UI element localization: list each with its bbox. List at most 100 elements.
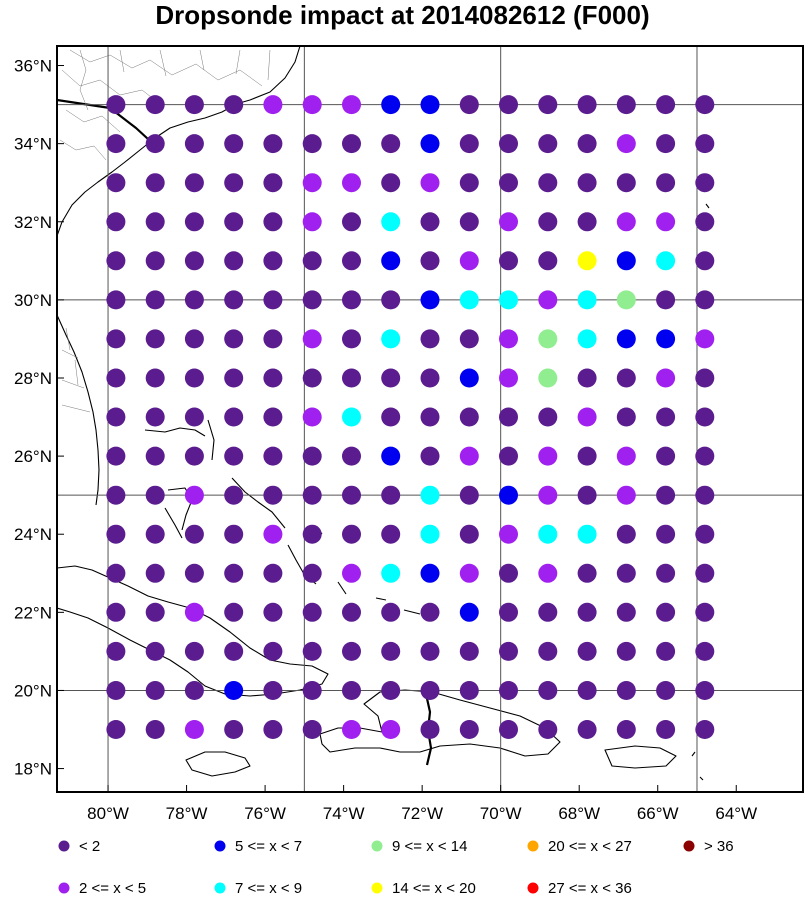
dropsonde-point [577, 134, 597, 154]
dropsonde-point [616, 563, 636, 583]
dropsonde-point [302, 720, 322, 739]
dropsonde-point [499, 407, 518, 427]
dropsonde-point [616, 134, 636, 154]
dropsonde-point [420, 524, 440, 544]
dropsonde-point [106, 485, 126, 505]
dropsonde-point [538, 134, 558, 154]
dropsonde-point [656, 602, 676, 622]
lat-tick-label: 34°N [14, 135, 52, 154]
dropsonde-point [695, 290, 715, 310]
dropsonde-point [381, 524, 401, 544]
dropsonde-point [538, 407, 558, 427]
dropsonde-point [106, 290, 126, 310]
legend-label: > 36 [704, 838, 734, 855]
legend-swatch [527, 840, 539, 852]
dropsonde-point [224, 485, 244, 505]
dropsonde-point [342, 524, 361, 544]
dropsonde-point [420, 446, 440, 466]
legend-swatch [214, 882, 226, 894]
dropsonde-point [656, 95, 676, 115]
dropsonde-point [342, 368, 361, 388]
dropsonde-point [381, 720, 401, 739]
dropsonde-point [106, 407, 126, 427]
dropsonde-point [616, 681, 636, 700]
dropsonde-point [577, 251, 597, 271]
dropsonde-point [145, 368, 165, 388]
legend-swatch [683, 840, 695, 852]
cuba-coastline [57, 565, 329, 697]
dropsonde-point [106, 524, 126, 544]
dropsonde-point [577, 602, 597, 622]
dropsonde-point [656, 563, 676, 583]
dropsonde-point [302, 524, 322, 544]
legend-label: < 2 [79, 838, 100, 855]
lat-tick-label: 28°N [14, 369, 52, 388]
dropsonde-point [499, 641, 518, 661]
legend-swatch [214, 840, 226, 852]
dropsonde-point [381, 681, 401, 700]
dropsonde-point [499, 251, 518, 271]
dropsonde-point [459, 368, 479, 388]
dropsonde-point [342, 290, 361, 310]
dropsonde-point [656, 329, 676, 349]
dropsonde-point [459, 290, 479, 310]
dropsonde-point [184, 290, 204, 310]
dropsonde-point [695, 212, 715, 232]
dropsonde-point [145, 485, 165, 505]
dropsonde-point [420, 407, 440, 427]
dropsonde-point [538, 641, 558, 661]
dropsonde-point [263, 212, 283, 232]
dropsonde-point [263, 95, 283, 115]
dropsonde-point [263, 563, 283, 583]
dropsonde-point [145, 290, 165, 310]
dropsonde-point [106, 602, 126, 622]
dropsonde-point [184, 329, 204, 349]
dropsonde-point [106, 720, 126, 739]
dropsonde-point [342, 173, 361, 193]
dropsonde-point [263, 720, 283, 739]
dropsonde-point [656, 485, 676, 505]
legend-swatch [58, 882, 70, 894]
dropsonde-point [224, 134, 244, 154]
legend-label: 9 <= x < 14 [392, 838, 467, 855]
dropsonde-point [577, 524, 597, 544]
dropsonde-point [538, 446, 558, 466]
axis-ticks: 18°N 20°N 22°N 24°N 26°N 28°N 30°N 32°N 34°N 36°N… [14, 57, 757, 823]
dropsonde-point [616, 329, 636, 349]
dropsonde-point [381, 251, 401, 271]
dropsonde-point [499, 95, 518, 115]
dropsonde-point [499, 212, 518, 232]
dropsonde-point [616, 524, 636, 544]
dropsonde-point [263, 446, 283, 466]
dropsonde-point [499, 173, 518, 193]
legend-swatch [527, 882, 539, 894]
dropsonde-point [459, 251, 479, 271]
dropsonde-point [616, 251, 636, 271]
coastline-layer [57, 46, 710, 781]
dropsonde-point [499, 368, 518, 388]
dropsonde-point [224, 641, 244, 661]
dropsonde-point [302, 368, 322, 388]
dropsonde-point [616, 290, 636, 310]
lat-tick-label: 32°N [14, 213, 52, 232]
dropsonde-point [420, 720, 440, 739]
dropsonde-point [184, 368, 204, 388]
dropsonde-point [145, 563, 165, 583]
lon-tick-label: 78°W [166, 804, 208, 823]
dropsonde-point [538, 720, 558, 739]
dropsonde-point [499, 485, 518, 505]
dropsonde-point [538, 95, 558, 115]
legend: < 2 5 <= x < 7 9 <= x < 14 20 <= x < 27 > 36… [58, 838, 734, 897]
dropsonde-point [106, 251, 126, 271]
dropsonde-point [538, 563, 558, 583]
dropsonde-point [342, 681, 361, 700]
dropsonde-point [616, 173, 636, 193]
dropsonde-point [263, 524, 283, 544]
dropsonde-point [184, 251, 204, 271]
dropsonde-point [656, 290, 676, 310]
dropsonde-point [263, 329, 283, 349]
dropsonde-point [616, 407, 636, 427]
dropsonde-point [420, 290, 440, 310]
dropsonde-point [695, 173, 715, 193]
dropsonde-point [302, 681, 322, 700]
